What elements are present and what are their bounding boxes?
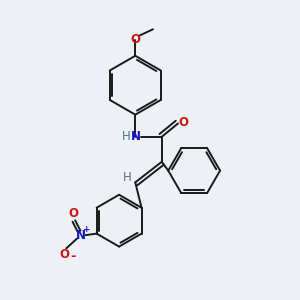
Text: N: N bbox=[131, 130, 141, 143]
Text: O: O bbox=[69, 207, 79, 220]
Text: -: - bbox=[70, 250, 76, 263]
Text: H: H bbox=[122, 130, 130, 143]
Text: +: + bbox=[82, 225, 90, 234]
Text: O: O bbox=[60, 248, 70, 261]
Text: O: O bbox=[130, 33, 140, 46]
Text: H: H bbox=[123, 171, 131, 184]
Text: O: O bbox=[178, 116, 188, 128]
Text: N: N bbox=[75, 229, 85, 242]
